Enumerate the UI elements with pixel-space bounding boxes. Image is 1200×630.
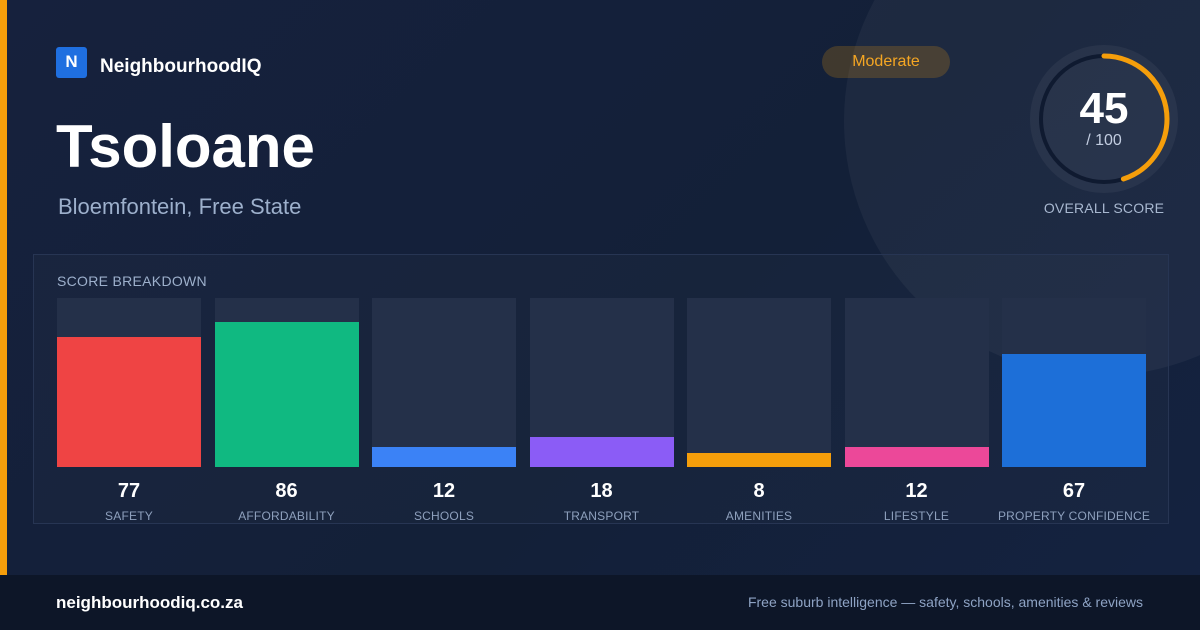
metric-bar-track (372, 298, 516, 467)
suburb-location: Bloemfontein, Free State (58, 194, 302, 219)
footer: neighbourhoodiq.co.za Free suburb intell… (0, 575, 1200, 630)
metric-label: AMENITIES (725, 509, 793, 523)
brand-name: NeighbourhoodIQ (100, 56, 262, 77)
score-ring (1029, 44, 1179, 194)
metric-value: 77 (117, 480, 141, 502)
metric-label: SCHOOLS (413, 509, 475, 523)
footer-url[interactable]: neighbourhoodiq.co.za (56, 593, 243, 612)
brand-logo-icon: N (56, 46, 87, 78)
metric-bar-lifestyle (844, 447, 989, 467)
footer-tagline: Free suburb intelligence — safety, schoo… (747, 594, 1143, 610)
rating-badge: Moderate (822, 46, 950, 78)
metric-bar-schools (372, 447, 516, 467)
score-breakdown-panel: SCORE BREAKDOWN 77 SAFETY 86 AFFORDABILI… (33, 254, 1169, 524)
metric-bar-property-confidence (1002, 354, 1146, 467)
metric-bar-transport (529, 437, 674, 467)
metric-label: SAFETY (105, 509, 153, 523)
metric-value: 18 (590, 480, 613, 502)
metric-label: PROPERTY CONFIDENCE (997, 509, 1151, 523)
metric-bar-safety (57, 337, 201, 467)
metric-value: 12 (432, 480, 456, 502)
overall-score-value: 45 (1079, 84, 1129, 133)
brand: N NeighbourhoodIQ (56, 46, 261, 78)
metric-bar-track (214, 298, 359, 467)
metric-bar-track (529, 298, 674, 467)
score-breakdown-heading: SCORE BREAKDOWN (57, 273, 207, 289)
metric-bar-affordability (214, 322, 359, 467)
score-ring-graphic (1030, 45, 1178, 193)
metric-bar-track (1002, 298, 1146, 467)
metric-bar-track (844, 298, 989, 467)
metric-label: LIFESTYLE (883, 509, 950, 523)
overall-score-caption: OVERALL SCORE (1043, 200, 1165, 216)
metric-value: 67 (1062, 480, 1086, 502)
metric-value: 86 (275, 480, 298, 502)
metric-value: 12 (905, 480, 928, 502)
accent-stripe (0, 0, 7, 575)
metric-label: AFFORDABILITY (238, 509, 335, 523)
suburb-title: Tsoloane (56, 113, 315, 180)
metric-label: TRANSPORT (563, 509, 640, 523)
metric-bar-amenities (687, 453, 831, 467)
metric-value: 8 (753, 480, 765, 502)
metric-bar-track (57, 298, 201, 467)
metric-bar-track (687, 298, 831, 467)
overall-score-max: / 100 (1086, 132, 1122, 149)
